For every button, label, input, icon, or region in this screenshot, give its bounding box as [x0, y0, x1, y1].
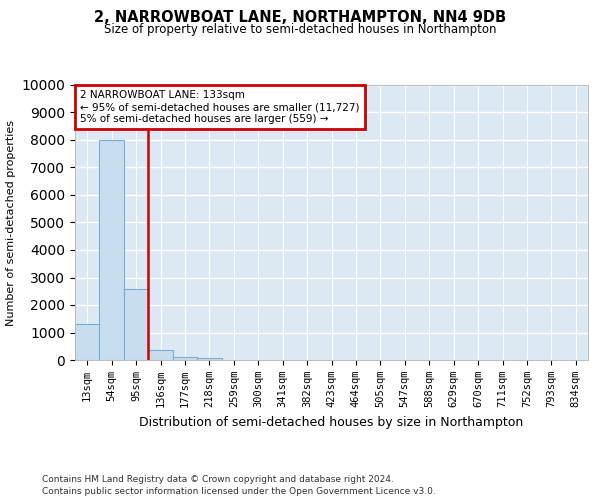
Bar: [75, 324, 100, 360]
Text: 2 NARROWBOAT LANE: 133sqm
← 95% of semi-detached houses are smaller (11,727)
5% : 2 NARROWBOAT LANE: 133sqm ← 95% of semi-…: [80, 90, 359, 124]
X-axis label: Distribution of semi-detached houses by size in Northampton: Distribution of semi-detached houses by …: [139, 416, 524, 428]
Bar: [173, 356, 197, 360]
Text: Contains HM Land Registry data © Crown copyright and database right 2024.: Contains HM Land Registry data © Crown c…: [42, 476, 394, 484]
Text: Contains public sector information licensed under the Open Government Licence v3: Contains public sector information licen…: [42, 486, 436, 496]
Y-axis label: Number of semi-detached properties: Number of semi-detached properties: [6, 120, 16, 326]
Text: 2, NARROWBOAT LANE, NORTHAMPTON, NN4 9DB: 2, NARROWBOAT LANE, NORTHAMPTON, NN4 9DB: [94, 10, 506, 25]
Bar: [148, 350, 173, 360]
Text: Size of property relative to semi-detached houses in Northampton: Size of property relative to semi-detach…: [104, 22, 496, 36]
Bar: [197, 358, 221, 360]
Bar: [124, 288, 148, 360]
Bar: [100, 140, 124, 360]
